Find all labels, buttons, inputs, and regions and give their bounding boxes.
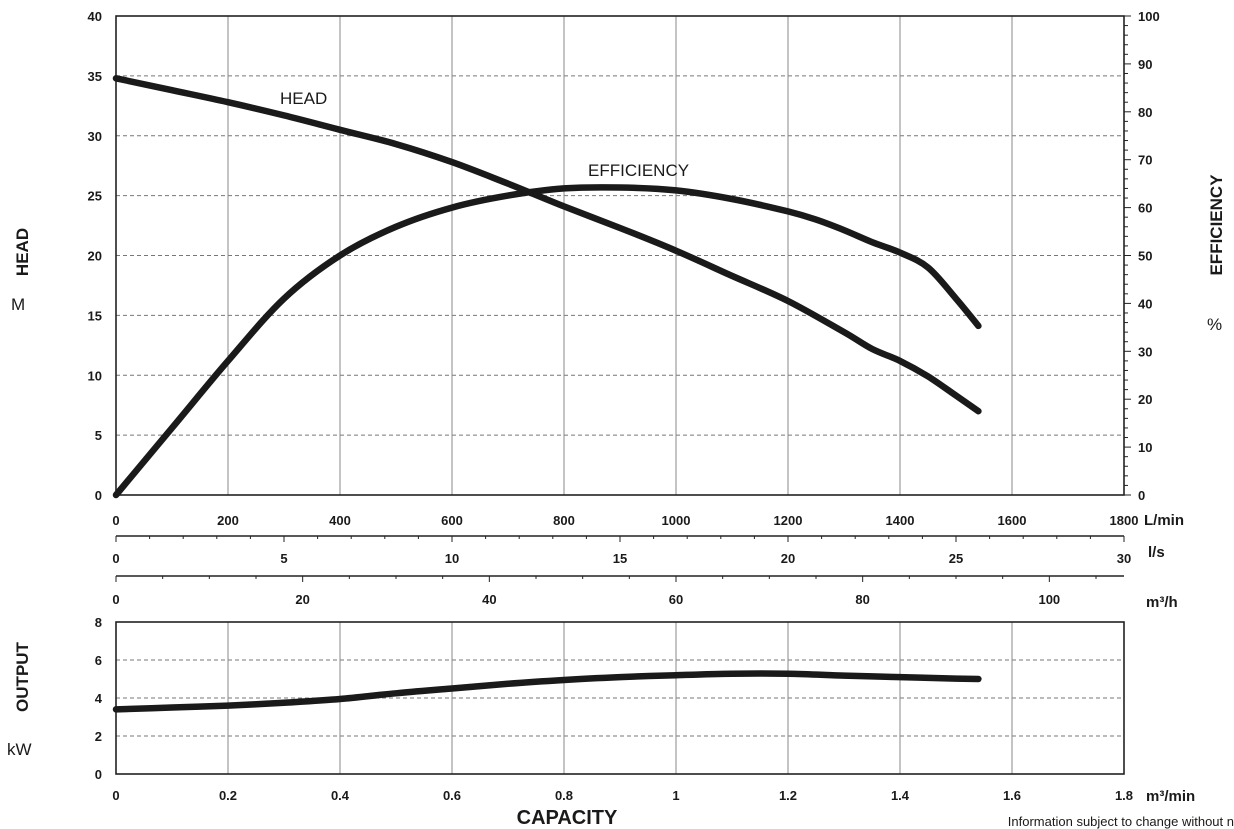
m3min-tick-label: 1.6 <box>1003 788 1021 803</box>
efficiency-tick-label: 70 <box>1138 153 1152 168</box>
m3min-tick-label: 1.8 <box>1115 788 1133 803</box>
lmin-tick-label: 1800 <box>1110 513 1139 528</box>
efficiency-tick-label: 30 <box>1138 344 1152 359</box>
lmin-tick-label: 0 <box>112 513 119 528</box>
efficiency-tick-label: 90 <box>1138 57 1152 72</box>
top-series <box>112 75 982 499</box>
efficiency-axis-unit: % <box>1207 315 1222 334</box>
m3min-tick-label: 0.8 <box>555 788 573 803</box>
capacity-axis-title: CAPACITY <box>517 807 618 829</box>
lmin-tick-label: 600 <box>441 513 463 528</box>
bottom-tick-labels: 0 2 4 6 8 0 0.2 0.4 0.6 0.8 1 1.2 1.4 1.6 1.8 <box>95 615 1133 803</box>
head-tick-label: 35 <box>88 69 102 84</box>
head-tick-label: 10 <box>88 368 102 383</box>
x-unit-m3h: m³/h <box>1146 594 1178 611</box>
efficiency-tick-label: 50 <box>1138 249 1152 264</box>
output-axis-unit: kW <box>7 740 32 759</box>
efficiency-tick-label: 10 <box>1138 440 1152 455</box>
ls-tick-label: 20 <box>781 551 795 566</box>
top-grid <box>115 15 1125 496</box>
output-tick-label: 4 <box>95 691 103 706</box>
efficiency-tick-label: 60 <box>1138 201 1152 216</box>
plot-frame <box>115 621 1125 775</box>
output-chart: 0 2 4 6 8 0 0.2 0.4 0.6 0.8 1 1.2 1.4 1.6 1.8 OUTPUT k… <box>7 615 1234 829</box>
efficiency-tick-label: 20 <box>1138 392 1152 407</box>
output-tick-label: 2 <box>95 729 102 744</box>
m3h-tick-label: 20 <box>295 592 309 607</box>
ls-tick-label: 30 <box>1117 551 1131 566</box>
lmin-tick-label: 1400 <box>886 513 915 528</box>
x-unit-lmin: L/min <box>1144 512 1184 529</box>
m3min-tick-label: 0 <box>112 788 119 803</box>
m3h-tick-label: 40 <box>482 592 496 607</box>
efficiency-tick-label: 100 <box>1138 9 1160 24</box>
m3h-tick-label: 80 <box>855 592 869 607</box>
ls-tick-label: 25 <box>949 551 963 566</box>
head-axis-title: HEAD <box>13 228 32 276</box>
head-tick-label: 0 <box>95 488 102 503</box>
head-tick-label: 5 <box>95 428 102 443</box>
ls-tick-label: 10 <box>445 551 459 566</box>
disclaimer-note: Information subject to change without n <box>1008 814 1234 829</box>
bottom-series <box>112 670 982 713</box>
efficiency-axis-title: EFFICIENCY <box>1207 174 1226 276</box>
output-tick-label: 8 <box>95 615 102 630</box>
head-series-line <box>112 75 982 415</box>
lmin-tick-label: 1200 <box>774 513 803 528</box>
efficiency-tick-label: 0 <box>1138 488 1145 503</box>
x-unit-m3min: m³/min <box>1146 788 1195 805</box>
efficiency-tick-label: 40 <box>1138 296 1152 311</box>
head-axis-unit: M <box>11 295 25 314</box>
ls-tick-label: 5 <box>280 551 287 566</box>
m3h-tick-label: 100 <box>1038 592 1060 607</box>
lmin-tick-label: 1600 <box>998 513 1027 528</box>
output-tick-label: 6 <box>95 653 102 668</box>
ls-tick-label: 15 <box>613 551 627 566</box>
bottom-grid <box>115 621 1125 775</box>
m3min-tick-label: 0.2 <box>219 788 237 803</box>
m3min-tick-label: 1.2 <box>779 788 797 803</box>
head-curve-label: HEAD <box>280 89 327 108</box>
ls-tick-label: 0 <box>112 551 119 566</box>
m3min-tick-label: 0.6 <box>443 788 461 803</box>
head-tick-label: 15 <box>88 308 102 323</box>
head-tick-label: 40 <box>88 9 102 24</box>
efficiency-tick-label: 80 <box>1138 105 1152 120</box>
m3min-tick-label: 1.4 <box>891 788 910 803</box>
m3min-tick-label: 0.4 <box>331 788 350 803</box>
lmin-tick-label: 800 <box>553 513 575 528</box>
m3h-tick-label: 60 <box>669 592 683 607</box>
head-tick-label: 30 <box>88 129 102 144</box>
efficiency-curve-label: EFFICIENCY <box>588 161 689 180</box>
efficiency-series-line <box>112 184 982 499</box>
m3h-tick-label: 0 <box>112 592 119 607</box>
output-series-line <box>112 670 982 713</box>
lmin-tick-label: 200 <box>217 513 239 528</box>
lmin-tick-label: 400 <box>329 513 351 528</box>
x-unit-ls: l/s <box>1148 544 1165 561</box>
head-tick-label: 20 <box>88 249 102 264</box>
output-axis-title: OUTPUT <box>13 641 32 712</box>
output-tick-label: 0 <box>95 767 102 782</box>
head-tick-label: 25 <box>88 189 102 204</box>
m3min-tick-label: 1 <box>672 788 679 803</box>
lmin-tick-label: 1000 <box>662 513 691 528</box>
